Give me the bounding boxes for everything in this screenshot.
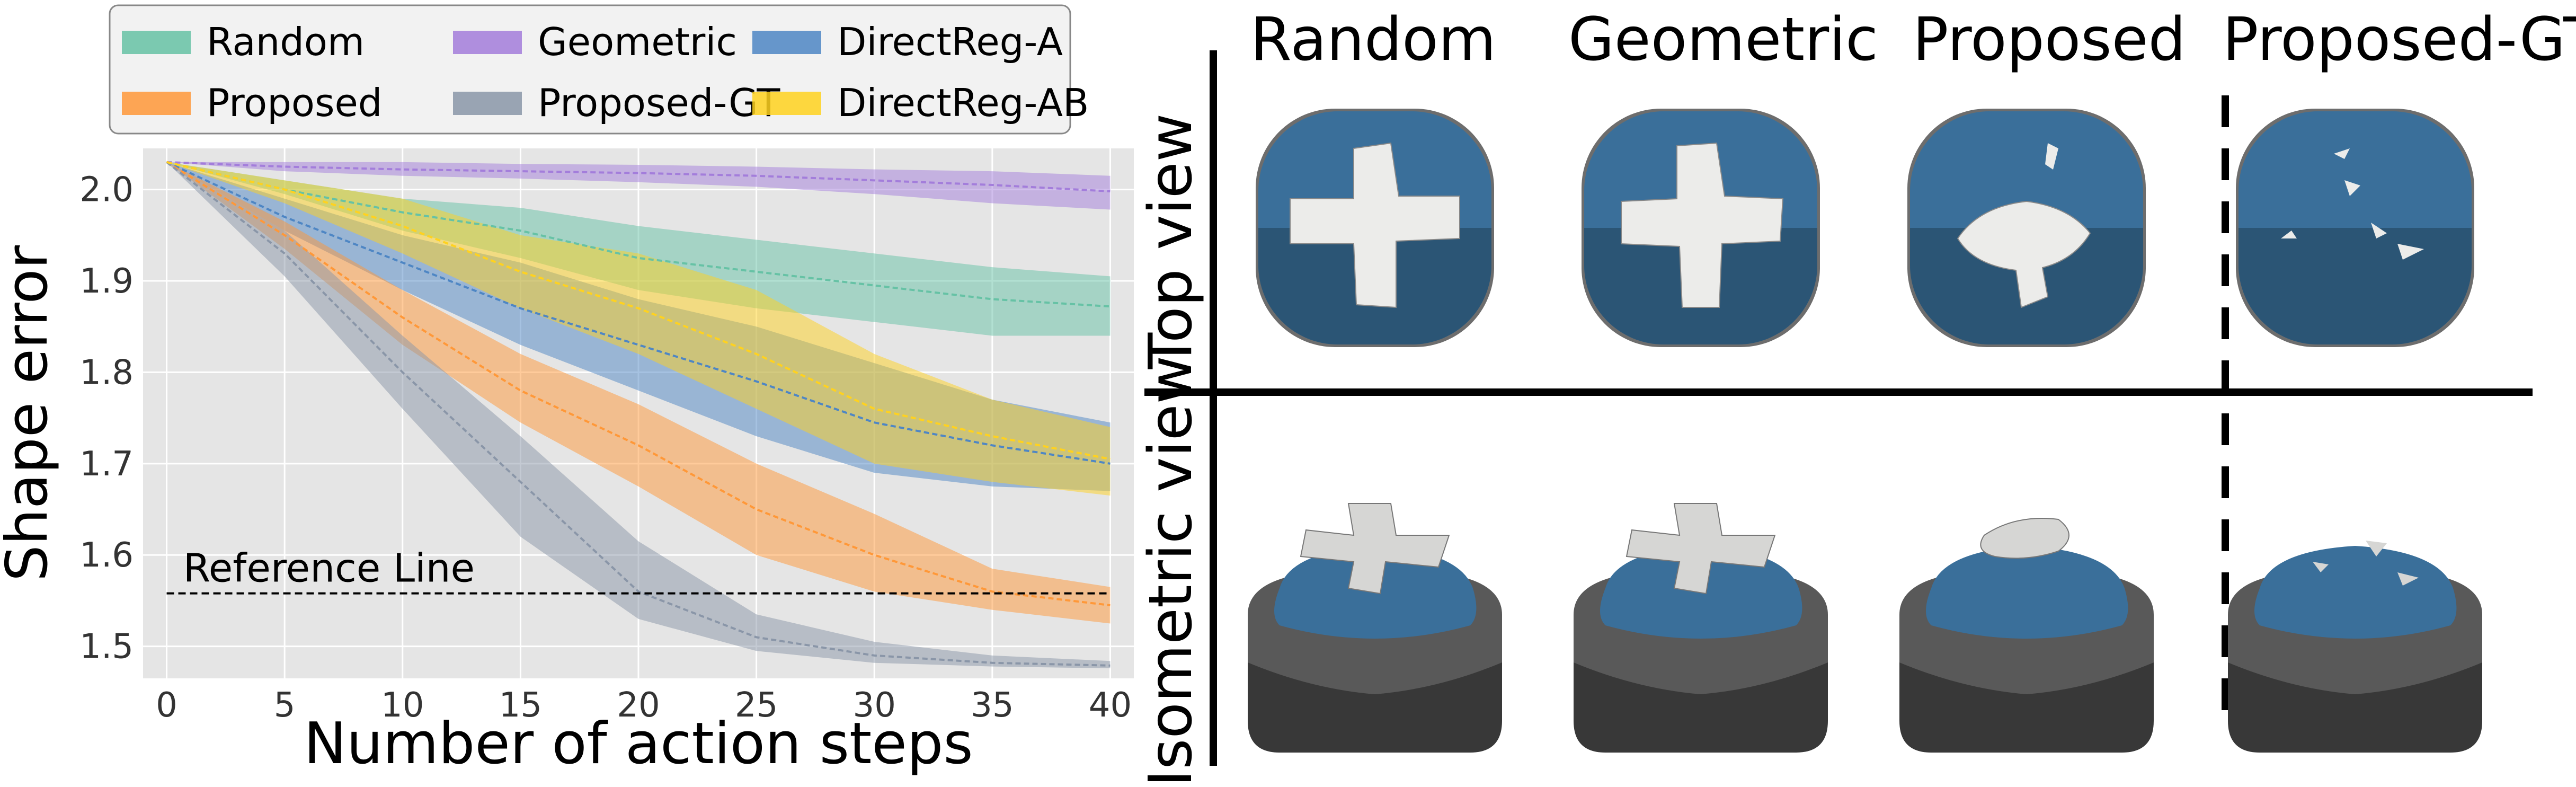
x-tick-labels: 0 5 10 15 20 25 30 35 40 <box>156 686 1132 725</box>
y-tick-labels: 1.5 1.6 1.7 1.8 1.9 2.0 <box>79 171 134 667</box>
band-proposed <box>166 162 1111 624</box>
line-geometric <box>166 161 1111 193</box>
legend-label-directreg-ab: DirectReg-AB <box>837 81 1089 125</box>
column-title-proposed: Proposed <box>1913 5 2186 74</box>
legend-swatch-proposed <box>122 92 191 115</box>
y-tick-label: 1.5 <box>79 627 134 667</box>
x-tick-label: 15 <box>499 686 542 725</box>
render-iso-random <box>1248 503 1502 753</box>
line-directreg-ab <box>166 161 1111 461</box>
legend-swatch-proposed-gt <box>453 92 522 115</box>
render-iso-proposed <box>1899 518 2154 753</box>
column-title-proposed-gt: Proposed-GT <box>2223 5 2576 74</box>
legend-label-directreg-a: DirectReg-A <box>837 20 1063 64</box>
line-directreg-a <box>166 161 1111 465</box>
render-iso-proposed-gt <box>2228 541 2482 753</box>
line-random <box>166 161 1111 308</box>
x-tick-label: 30 <box>853 686 896 725</box>
y-tick-label: 2.0 <box>79 171 134 210</box>
x-tick-label: 35 <box>971 686 1014 725</box>
legend-swatch-random <box>122 31 191 54</box>
x-tick-label: 10 <box>381 686 424 725</box>
x-tick-label: 0 <box>156 686 177 725</box>
line-proposed-gt <box>166 161 1111 667</box>
legend-label-geometric: Geometric <box>538 20 737 64</box>
x-tick-label: 20 <box>617 686 660 725</box>
legend-label-proposed: Proposed <box>207 81 383 125</box>
band-directreg-ab <box>166 162 1111 496</box>
y-tick-label: 1.6 <box>79 536 134 575</box>
render-top-geometric <box>1568 95 1833 360</box>
y-axis-label: Shape error <box>0 245 60 581</box>
reference-line-label: Reference Line <box>183 546 475 591</box>
render-iso-geometric <box>1574 503 1828 753</box>
legend-swatch-directreg-ab <box>752 92 821 115</box>
y-tick-label: 1.7 <box>79 445 134 484</box>
legend-swatch-geometric <box>453 31 522 54</box>
render-top-random <box>1242 95 1507 360</box>
legend-box <box>109 4 1071 135</box>
legend: Random Geometric DirectReg-A Proposed Propos… <box>109 4 1089 135</box>
y-tick-label: 1.8 <box>79 353 134 392</box>
x-tick-label: 25 <box>735 686 778 725</box>
band-geometric <box>166 162 1111 210</box>
y-tick-label: 1.9 <box>79 262 134 301</box>
mean-lines <box>166 161 1111 667</box>
x-tick-label: 5 <box>274 686 296 725</box>
x-axis-label: Number of action steps <box>304 711 973 776</box>
legend-label-proposed-gt: Proposed-GT <box>538 81 780 125</box>
x-tick-label: 40 <box>1089 686 1132 725</box>
legend-label-random: Random <box>207 20 365 64</box>
render-top-proposed <box>1894 95 2159 360</box>
band-proposed-gt <box>166 162 1111 669</box>
render-top-proposed-gt <box>2223 95 2488 360</box>
legend-swatch-directreg-a <box>752 31 821 54</box>
line-proposed <box>166 161 1111 607</box>
